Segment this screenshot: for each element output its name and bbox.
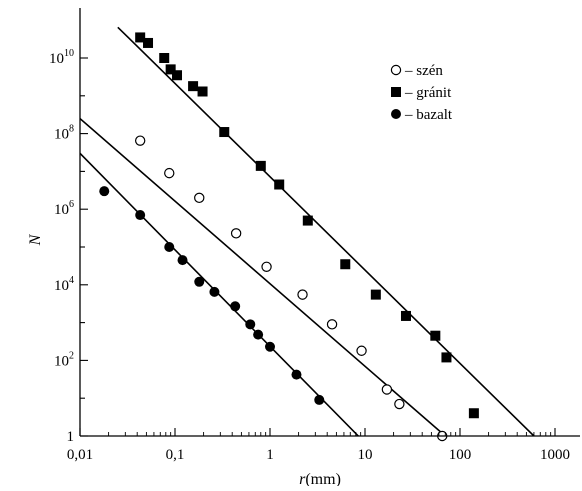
data-point [381,384,393,395]
data-point [135,32,146,43]
fit-line [117,26,535,436]
x-tick-label: 1000 [540,447,570,463]
data-point [274,179,285,190]
data-point [135,210,146,221]
data-point [255,160,266,171]
fit-line [80,117,446,436]
y-tick-exponent: 10 [64,48,74,59]
data-point [245,319,256,330]
y-tick-base: 1 [67,429,75,445]
y-tick-label: 1 [67,429,75,445]
y-tick-label: 1010 [49,48,74,67]
y-tick-label: 104 [54,275,74,294]
data-point [164,242,175,252]
y-tick-exponent: 8 [69,124,74,135]
data-point [400,310,411,321]
data-point [194,192,205,204]
y-tick-label: 102 [54,350,74,369]
y-tick-label: 108 [54,124,74,143]
data-point [99,186,110,197]
x-axis-label: r(mm) [299,471,341,486]
data-point [297,289,308,300]
data-point [253,329,264,340]
data-point [291,369,302,380]
legend-marker [391,109,401,119]
x-tick-label: 10 [358,447,373,463]
data-point [209,286,220,297]
data-point [340,259,351,270]
x-tick-label: 1 [266,447,274,463]
plot-area [80,26,535,442]
data-point [326,319,338,330]
y-tick-exponent: 2 [69,350,74,361]
y-tick-base: 10 [54,353,69,369]
data-point [468,408,479,419]
data-point [143,37,154,48]
legend-marker [390,64,402,76]
data-point [441,352,452,363]
data-point [302,215,313,226]
y-tick-exponent: 4 [69,275,74,286]
x-tick-label: 100 [449,447,472,463]
y-tick-exponent: 6 [69,199,74,210]
data-point [230,301,241,312]
legend-label: – gránit [404,85,452,101]
y-axis-label: N [27,233,44,246]
data-point [265,341,275,352]
data-point [172,70,183,81]
data-point [430,330,441,341]
data-point [314,394,325,405]
data-point [177,255,188,266]
x-tick-label: 0,01 [67,447,93,463]
data-point [370,289,381,300]
data-point [261,261,272,272]
x-tick-label: 0,1 [166,447,185,463]
series-0 [80,117,448,442]
y-tick-base: 10 [54,278,69,294]
data-point [164,167,175,179]
legend: – szén – gránit – bazalt [390,63,453,123]
legend-label: – bazalt [404,107,453,123]
x-axis-variable: r [299,471,306,486]
y-tick-base: 10 [54,127,69,143]
data-point [394,398,405,410]
series-1 [117,26,535,436]
y-tick-base: 10 [49,51,64,67]
data-point [159,53,170,63]
data-point [219,127,230,138]
data-point [356,345,367,356]
y-tick-base: 10 [54,202,69,218]
data-point [134,135,146,146]
legend-label: – szén [404,63,443,79]
data-point [197,86,208,97]
legend-marker [391,87,401,97]
data-point [230,228,242,239]
y-tick-label: 106 [54,199,74,218]
fit-line [80,152,359,436]
x-axis-unit: (mm) [305,471,341,486]
series-2 [80,152,359,436]
data-point [194,276,205,287]
data-point [188,81,199,92]
data-point [165,64,176,75]
